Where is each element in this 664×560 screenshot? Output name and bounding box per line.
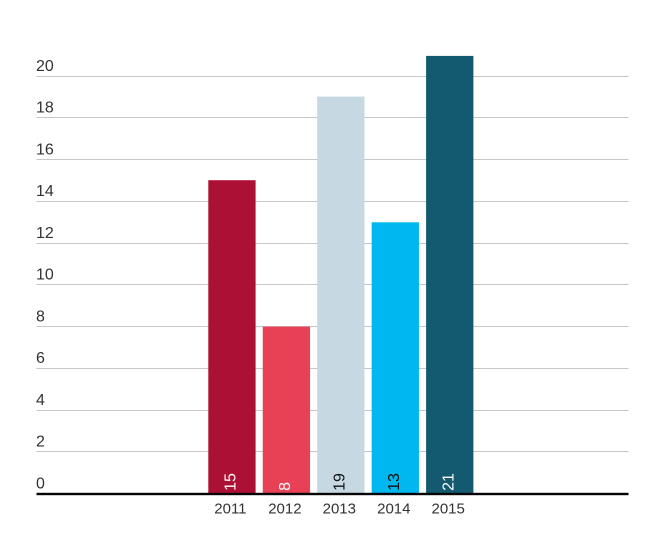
svg-text:6: 6: [36, 350, 45, 367]
svg-text:13: 13: [386, 473, 403, 491]
svg-text:2011: 2011: [214, 500, 246, 517]
svg-text:19: 19: [332, 473, 349, 491]
svg-text:2015: 2015: [432, 500, 465, 517]
svg-text:0: 0: [36, 475, 45, 492]
svg-text:2: 2: [36, 434, 45, 451]
svg-text:18: 18: [36, 100, 54, 117]
svg-text:12: 12: [36, 225, 54, 242]
svg-text:16: 16: [36, 141, 54, 158]
svg-text:8: 8: [277, 482, 294, 491]
svg-text:8: 8: [36, 308, 45, 325]
svg-text:10: 10: [36, 267, 54, 284]
svg-text:4: 4: [36, 392, 45, 409]
svg-text:2012: 2012: [268, 500, 301, 517]
svg-text:2014: 2014: [377, 500, 410, 517]
svg-text:20: 20: [36, 58, 54, 75]
svg-text:21: 21: [440, 473, 457, 491]
svg-text:15: 15: [223, 473, 240, 491]
svg-text:14: 14: [36, 183, 54, 200]
svg-text:2013: 2013: [323, 500, 356, 517]
